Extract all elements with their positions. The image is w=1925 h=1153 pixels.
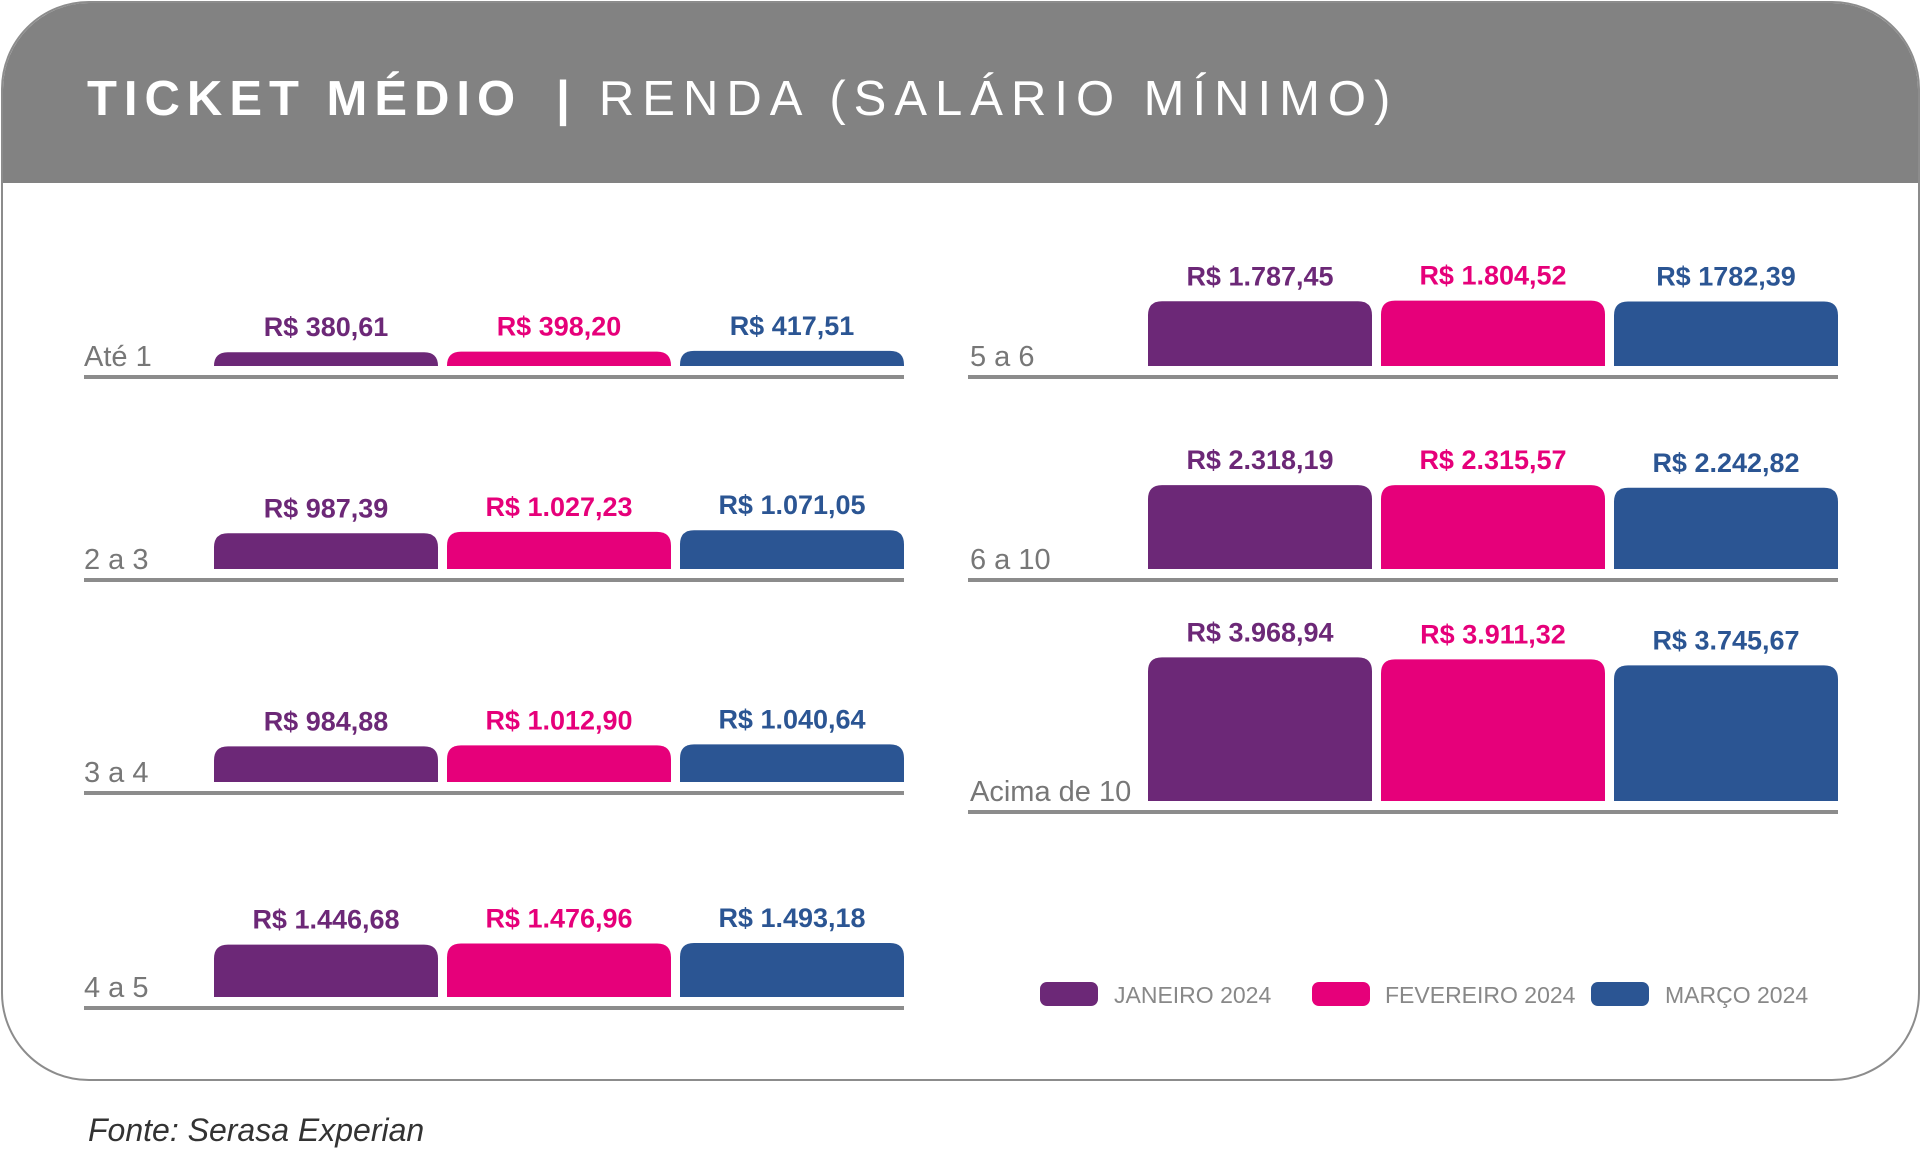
data-label: R$ 1.446,68 — [252, 905, 399, 935]
data-label: R$ 987,39 — [264, 493, 389, 523]
bar — [1148, 485, 1372, 569]
data-label: R$ 3.745,67 — [1652, 625, 1799, 655]
category-label: 4 a 5 — [84, 972, 149, 1004]
source-note: Fonte: Serasa Experian — [88, 1112, 425, 1148]
category-label: Acima de 10 — [970, 776, 1131, 808]
data-label: R$ 417,51 — [730, 311, 855, 341]
data-label: R$ 1.804,52 — [1419, 261, 1566, 291]
data-label: R$ 398,20 — [497, 312, 622, 342]
data-label: R$ 1.027,23 — [485, 492, 632, 522]
bar — [680, 942, 904, 997]
category-label: 6 a 10 — [970, 544, 1051, 576]
data-label: R$ 2.318,19 — [1186, 445, 1333, 475]
title-subtitle: RENDA (SALÁRIO MÍNIMO) — [598, 72, 1399, 126]
bar — [214, 533, 438, 569]
data-label: R$ 3.911,32 — [1420, 619, 1566, 649]
data-label: R$ 1782,39 — [1656, 261, 1796, 291]
legend-label: JANEIRO 2024 — [1114, 982, 1271, 1008]
bar — [214, 352, 438, 366]
bar — [1381, 485, 1605, 569]
bar — [1614, 665, 1838, 801]
data-label: R$ 1.040,64 — [718, 704, 865, 734]
legend-swatch — [1312, 982, 1370, 1006]
data-label: R$ 380,61 — [264, 312, 389, 342]
page-title: TICKET MÉDIO | RENDA (SALÁRIO MÍNIMO) — [87, 69, 1398, 129]
bar — [214, 944, 438, 997]
bar-chart: Até 1 R$ 380,61 R$ 398,20 R$ 417,51 2 a 3 R$ … — [84, 261, 1838, 1010]
title-main: TICKET MÉDIO — [87, 72, 523, 126]
bar — [447, 531, 671, 569]
data-label: R$ 2.242,82 — [1652, 448, 1799, 478]
legend-swatch — [1040, 982, 1098, 1006]
bar — [1381, 659, 1605, 801]
legend-label: FEVEREIRO 2024 — [1385, 982, 1576, 1008]
bar — [1148, 657, 1372, 801]
data-label: R$ 1.012,90 — [485, 705, 632, 735]
category-label: 5 a 6 — [970, 341, 1035, 373]
bar — [1148, 301, 1372, 366]
bar — [680, 530, 904, 569]
data-label: R$ 1.787,45 — [1186, 261, 1333, 291]
bar — [680, 350, 904, 366]
legend-label: MARÇO 2024 — [1665, 982, 1808, 1008]
category-label: 3 a 4 — [84, 757, 149, 789]
bar — [1614, 487, 1838, 569]
data-label: R$ 3.968,94 — [1186, 617, 1333, 647]
data-label: R$ 1.493,18 — [718, 903, 865, 933]
bar — [447, 351, 671, 366]
bar — [680, 744, 904, 782]
category-label: Até 1 — [84, 341, 152, 373]
data-label: R$ 1.071,05 — [718, 490, 865, 520]
category-label: 2 a 3 — [84, 544, 149, 576]
data-label: R$ 2.315,57 — [1419, 445, 1566, 475]
header-bar: TICKET MÉDIO | RENDA (SALÁRIO MÍNIMO) — [3, 3, 1918, 183]
bar — [1614, 301, 1838, 366]
bar — [214, 746, 438, 782]
bar — [447, 943, 671, 997]
data-label: R$ 1.476,96 — [485, 904, 632, 934]
legend-swatch — [1591, 982, 1649, 1006]
data-label: R$ 984,88 — [264, 706, 389, 736]
bar — [1381, 300, 1605, 366]
title-separator: | — [556, 72, 577, 126]
bar — [447, 745, 671, 782]
